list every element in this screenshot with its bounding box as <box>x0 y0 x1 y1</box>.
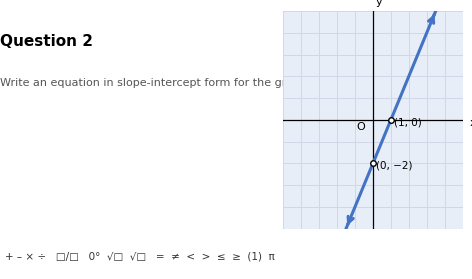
Text: O: O <box>356 122 365 132</box>
Text: y: y <box>376 0 382 7</box>
Text: Question 2: Question 2 <box>0 34 93 49</box>
Text: + – × ÷   □/□   0°  √□  √□   =  ≠  <  >  ≤  ≥  (1)  π: + – × ÷ □/□ 0° √□ √□ = ≠ < > ≤ ≥ (1) π <box>5 252 275 262</box>
Text: x: x <box>470 119 472 129</box>
Text: (1, 0): (1, 0) <box>394 117 421 128</box>
Text: Write an equation in slope-intercept form for the graph shown.: Write an equation in slope-intercept for… <box>0 78 350 88</box>
Text: (0, −2): (0, −2) <box>376 161 412 171</box>
